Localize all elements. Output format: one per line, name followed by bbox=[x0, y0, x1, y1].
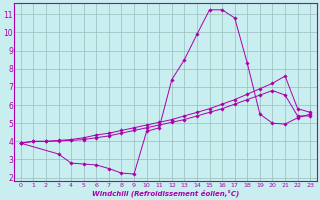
X-axis label: Windchill (Refroidissement éolien,°C): Windchill (Refroidissement éolien,°C) bbox=[92, 189, 239, 197]
